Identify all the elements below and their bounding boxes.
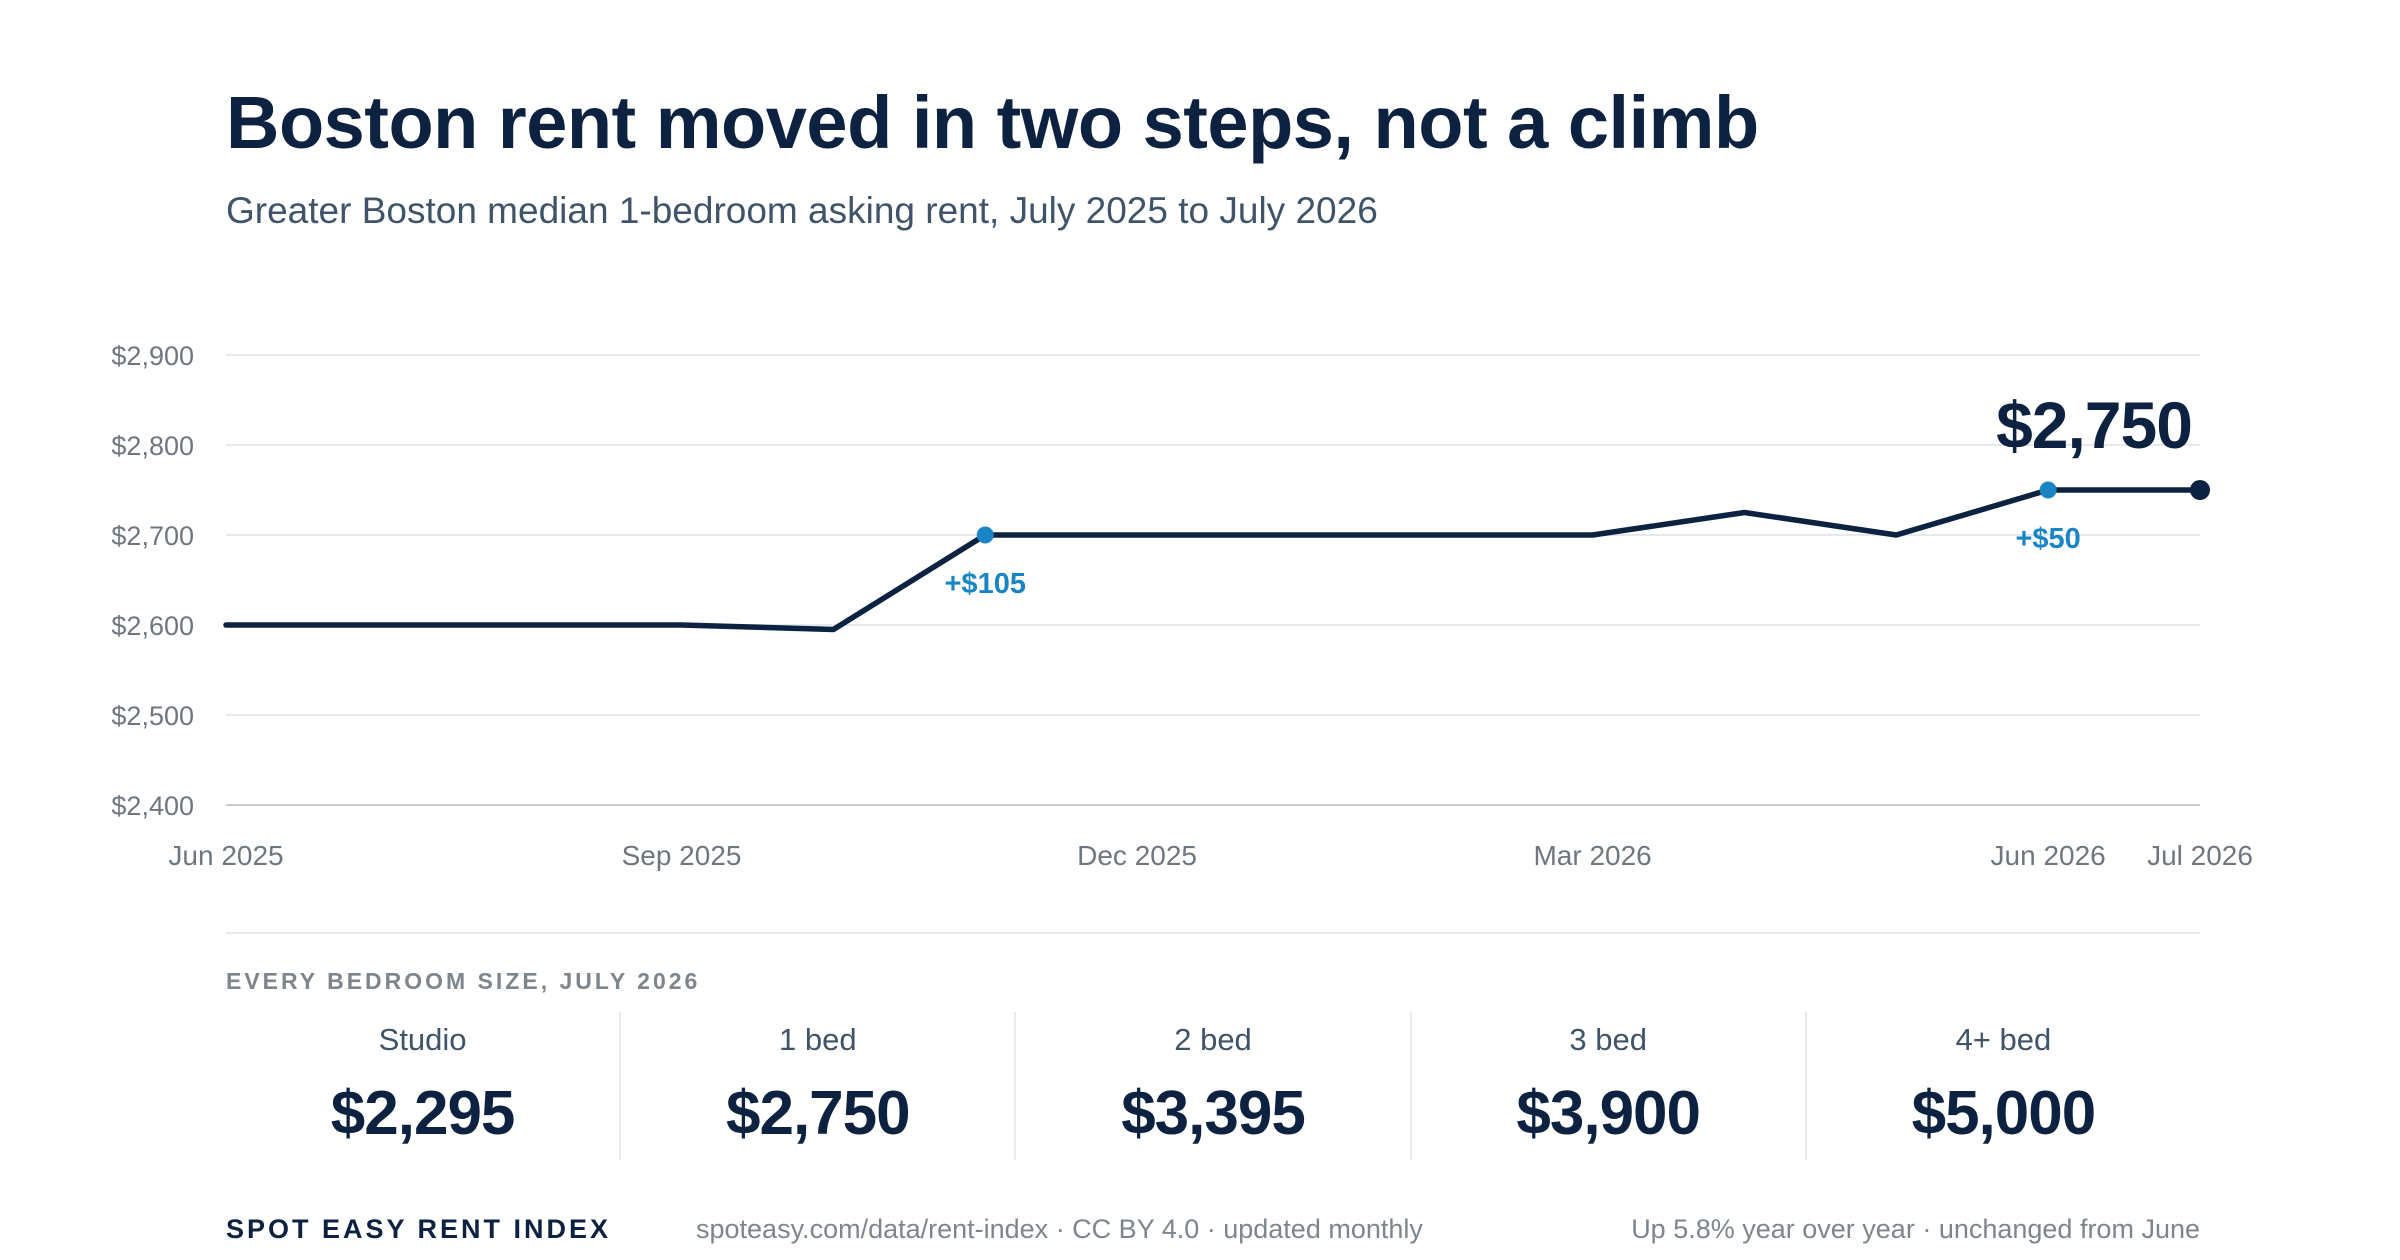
bedroom-cards: Studio $2,295 1 bed $2,750 2 bed $3,395 … [226, 1012, 2200, 1160]
bedroom-card-2-bed: 2 bed $3,395 [1014, 1012, 1409, 1160]
section-divider [226, 932, 2200, 934]
bedroom-card-label: 3 bed [1569, 1022, 1647, 1057]
x-tick-label: Jun 2025 [168, 840, 283, 871]
annotations-layer: +$105 +$50 $2,750 [945, 388, 2193, 600]
step-point-marker [2039, 481, 2057, 499]
x-tick-label: Jul 2026 [2147, 840, 2253, 871]
y-tick-label: $2,400 [111, 791, 194, 821]
series-layer [223, 487, 2203, 633]
bedroom-card-value: $3,395 [1121, 1079, 1306, 1148]
y-tick-label: $2,600 [111, 611, 194, 641]
y-tick-label: $2,500 [111, 701, 194, 731]
grid-layer [226, 354, 2200, 806]
x-tick-label: Sep 2025 [622, 840, 742, 871]
footer-brand: SPOT EASY RENT INDEX [226, 1214, 612, 1244]
footer-source-link[interactable]: spoteasy.com/data/rent-index · CC BY 4.0… [696, 1214, 1423, 1244]
bedroom-card-label: 4+ bed [1955, 1022, 2052, 1057]
bedroom-card-3-bed: 3 bed $3,900 [1409, 1012, 1805, 1160]
y-tick-label: $2,700 [111, 521, 194, 551]
bedroom-card-1-bed: 1 bed $2,750 [619, 1012, 1014, 1160]
bedroom-card-value: $5,000 [1911, 1079, 2097, 1148]
y-axis-ticks: $2,400 $2,500 $2,600 $2,700 $2,800 $2,900 [111, 341, 194, 821]
bedroom-card-label: 1 bed [779, 1022, 857, 1057]
series-line [223, 487, 2203, 633]
y-tick-label: $2,800 [111, 431, 194, 461]
end-value-label: $2,750 [1996, 388, 2192, 462]
end-point-marker [2190, 480, 2210, 500]
step-change-label: +$105 [945, 568, 1026, 600]
bedroom-card-4-plus-bed: 4+ bed $5,000 [1804, 1012, 2200, 1160]
step-point-marker [976, 526, 994, 544]
chart-title: Boston rent moved in two steps, not a cl… [226, 81, 1759, 164]
x-tick-label: Dec 2025 [1077, 840, 1197, 871]
bedroom-card-value: $2,295 [330, 1079, 516, 1148]
chart-subtitle: Greater Boston median 1-bedroom asking r… [226, 190, 1378, 231]
y-tick-label: $2,900 [111, 341, 194, 371]
bedroom-card-studio: Studio $2,295 [226, 1012, 619, 1160]
bedroom-card-value: $3,900 [1516, 1079, 1701, 1148]
step-change-label: +$50 [2015, 523, 2080, 555]
x-tick-label: Mar 2026 [1533, 840, 1651, 871]
footer-note: Up 5.8% year over year · unchanged from … [1631, 1214, 2200, 1244]
rent-line-chart: $2,400 $2,500 $2,600 $2,700 $2,800 $2,900 Jun… [111, 341, 2253, 871]
x-tick-label: Jun 2026 [1991, 840, 2106, 871]
points-layer [976, 480, 2210, 544]
bedroom-card-label: Studio [378, 1022, 467, 1057]
bedroom-card-label: 2 bed [1174, 1022, 1252, 1057]
bedroom-section-label: EVERY BEDROOM SIZE, JULY 2026 [226, 968, 701, 994]
bedroom-card-value: $2,750 [725, 1079, 911, 1148]
x-axis-ticks: Jun 2025 Sep 2025 Dec 2025 Mar 2026 Jun 2026… [168, 840, 2253, 871]
